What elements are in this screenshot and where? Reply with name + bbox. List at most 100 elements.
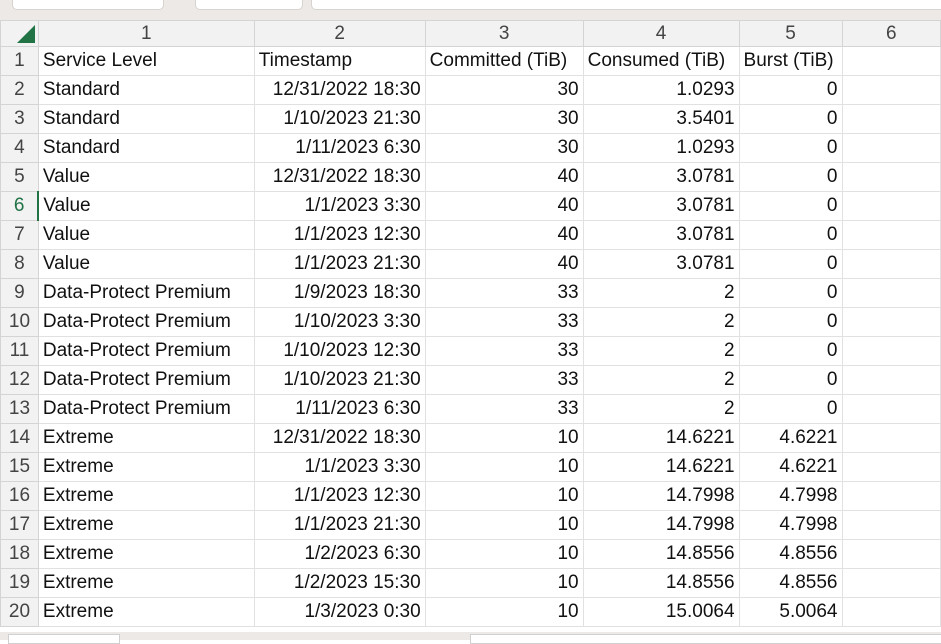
cell[interactable]: 4.7998 <box>738 510 843 540</box>
horizontal-scrollbar[interactable] <box>470 634 941 644</box>
column-header[interactable]: 2 <box>253 20 426 47</box>
cell[interactable]: 30 <box>424 104 584 134</box>
cell[interactable]: 10 <box>424 510 584 540</box>
cell[interactable]: 1/10/2023 21:30 <box>253 104 426 134</box>
cell[interactable]: Value <box>37 220 255 250</box>
cell[interactable]: 0 <box>738 133 843 163</box>
row-header[interactable]: 4 <box>0 133 39 163</box>
cell[interactable]: 1/10/2023 12:30 <box>253 336 426 366</box>
row-header[interactable]: 13 <box>0 394 39 424</box>
cell[interactable]: Extreme <box>37 423 255 453</box>
cell[interactable]: 0 <box>738 394 843 424</box>
cell[interactable]: 14.8556 <box>582 539 740 569</box>
cell[interactable]: 2 <box>582 394 740 424</box>
cell[interactable]: 15.0064 <box>582 597 740 627</box>
cell[interactable]: 0 <box>738 162 843 192</box>
cell[interactable]: 40 <box>424 191 584 221</box>
cell[interactable]: 10 <box>424 597 584 627</box>
cell[interactable]: Extreme <box>37 510 255 540</box>
cell[interactable]: Standard <box>37 133 255 163</box>
cell[interactable]: 1/3/2023 0:30 <box>253 597 426 627</box>
cell[interactable]: 1/1/2023 21:30 <box>253 510 426 540</box>
cell[interactable]: 5.0064 <box>738 597 843 627</box>
cell[interactable] <box>841 191 941 221</box>
row-header[interactable]: 16 <box>0 481 39 511</box>
cell[interactable] <box>841 568 941 598</box>
cell[interactable]: 12/31/2022 18:30 <box>253 75 426 105</box>
cell[interactable]: 10 <box>424 568 584 598</box>
select-all-button[interactable] <box>0 20 39 47</box>
cell[interactable]: 1/10/2023 21:30 <box>253 365 426 395</box>
cell[interactable]: 40 <box>424 220 584 250</box>
cell[interactable] <box>841 46 941 76</box>
column-header[interactable]: 4 <box>582 20 740 47</box>
cell[interactable]: 1/1/2023 3:30 <box>253 191 426 221</box>
cell[interactable] <box>841 220 941 250</box>
cell[interactable]: 14.7998 <box>582 481 740 511</box>
cell[interactable]: 10 <box>424 481 584 511</box>
cell[interactable] <box>841 510 941 540</box>
cell[interactable]: Data-Protect Premium <box>37 394 255 424</box>
cell[interactable] <box>841 249 941 279</box>
row-header[interactable]: 8 <box>0 249 39 279</box>
cell[interactable] <box>841 307 941 337</box>
cell[interactable]: Standard <box>37 104 255 134</box>
cell[interactable]: 2 <box>582 307 740 337</box>
cell[interactable]: 1.0293 <box>582 75 740 105</box>
cell[interactable]: 12/31/2022 18:30 <box>253 162 426 192</box>
cell[interactable]: 2 <box>582 365 740 395</box>
cell[interactable] <box>841 336 941 366</box>
cell[interactable]: Value <box>37 191 255 221</box>
cell[interactable]: Standard <box>37 75 255 105</box>
row-header[interactable]: 10 <box>0 307 39 337</box>
formula-bar[interactable] <box>311 0 941 10</box>
cell[interactable] <box>841 133 941 163</box>
row-header[interactable]: 19 <box>0 568 39 598</box>
column-header[interactable]: 6 <box>841 20 941 47</box>
cell[interactable]: 33 <box>424 365 584 395</box>
cell[interactable]: Committed (TiB) <box>424 46 584 76</box>
cell[interactable]: 4.8556 <box>738 539 843 569</box>
cell[interactable]: 0 <box>738 365 843 395</box>
cell[interactable]: 1/11/2023 6:30 <box>253 133 426 163</box>
cell[interactable] <box>841 597 941 627</box>
cell[interactable]: 1.0293 <box>582 133 740 163</box>
cell[interactable]: 0 <box>738 75 843 105</box>
cell[interactable]: 1/9/2023 18:30 <box>253 278 426 308</box>
cell[interactable]: 0 <box>738 278 843 308</box>
column-header[interactable]: 3 <box>424 20 584 47</box>
cell[interactable]: Burst (TiB) <box>738 46 843 76</box>
cell[interactable]: 3.0781 <box>582 249 740 279</box>
cell[interactable] <box>841 75 941 105</box>
cell[interactable]: 1/2/2023 6:30 <box>253 539 426 569</box>
cell[interactable]: Extreme <box>37 481 255 511</box>
cell[interactable]: Data-Protect Premium <box>37 336 255 366</box>
row-header[interactable]: 7 <box>0 220 39 250</box>
cell[interactable]: 1/1/2023 12:30 <box>253 481 426 511</box>
cell[interactable]: Data-Protect Premium <box>37 307 255 337</box>
cell[interactable]: 30 <box>424 75 584 105</box>
cell[interactable]: 10 <box>424 423 584 453</box>
row-header[interactable]: 15 <box>0 452 39 482</box>
cell[interactable]: 0 <box>738 249 843 279</box>
cell[interactable]: 14.8556 <box>582 568 740 598</box>
cell[interactable]: 0 <box>738 191 843 221</box>
cell[interactable]: 14.6221 <box>582 452 740 482</box>
cell[interactable]: 0 <box>738 336 843 366</box>
sheet-tab[interactable] <box>8 634 120 644</box>
row-header[interactable]: 5 <box>0 162 39 192</box>
cell[interactable]: 1/1/2023 21:30 <box>253 249 426 279</box>
cell[interactable]: 2 <box>582 336 740 366</box>
cell[interactable]: 0 <box>738 220 843 250</box>
cell[interactable]: Value <box>37 162 255 192</box>
cell[interactable]: 4.7998 <box>738 481 843 511</box>
row-header[interactable]: 14 <box>0 423 39 453</box>
cell[interactable]: 33 <box>424 394 584 424</box>
row-header[interactable]: 9 <box>0 278 39 308</box>
cell[interactable]: Data-Protect Premium <box>37 365 255 395</box>
cell[interactable] <box>841 104 941 134</box>
row-header[interactable]: 1 <box>0 46 39 76</box>
cell[interactable]: 10 <box>424 539 584 569</box>
cell[interactable]: 1/1/2023 3:30 <box>253 452 426 482</box>
